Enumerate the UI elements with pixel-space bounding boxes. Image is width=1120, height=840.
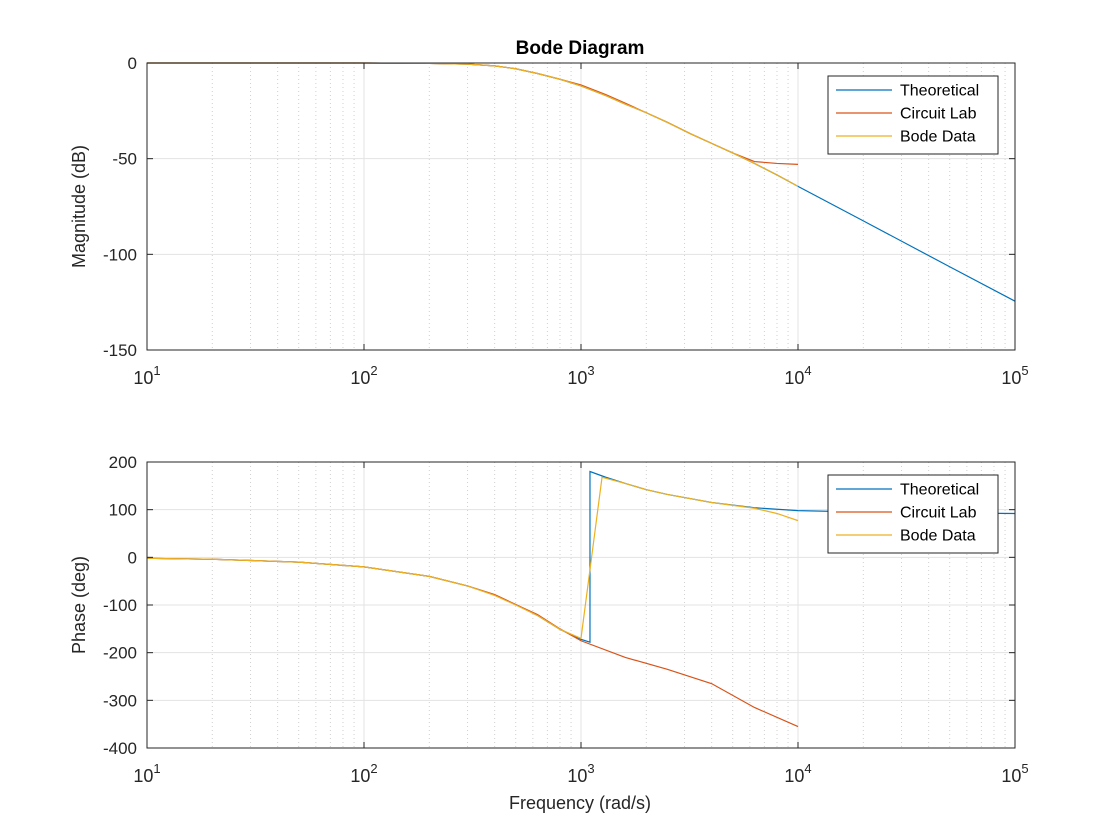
legend-entry: Circuit Lab bbox=[900, 106, 977, 123]
series-line-bode-data bbox=[147, 62, 799, 187]
y-tick-label: -100 bbox=[103, 245, 137, 264]
legend-entry: Circuit Lab bbox=[900, 505, 977, 522]
legend-entry: Theoretical bbox=[900, 482, 979, 499]
y-tick-label: -200 bbox=[103, 644, 137, 663]
figure-title: Bode Diagram bbox=[516, 38, 645, 59]
x-tick-label: 103 bbox=[567, 761, 594, 786]
y-tick-label: 200 bbox=[109, 453, 137, 472]
magnitude-plot: 0 -50 -100 -150 101 102 103 104 105 Magnitude (dB… bbox=[69, 54, 1029, 388]
x-tick-label: 105 bbox=[1001, 761, 1028, 786]
y-axis-label: Magnitude (dB) bbox=[69, 145, 89, 268]
legend: Theoretical Circuit Lab Bode Data bbox=[827, 474, 999, 554]
y-tick-label: 0 bbox=[128, 54, 137, 73]
y-tick-label: 100 bbox=[109, 501, 137, 520]
legend-entry: Bode Data bbox=[900, 528, 976, 545]
y-tick-label: -400 bbox=[103, 739, 137, 758]
y-tick-label: 0 bbox=[128, 548, 137, 567]
x-tick-label: 101 bbox=[133, 363, 160, 388]
x-tick-label: 103 bbox=[567, 363, 594, 388]
y-tick-label: -150 bbox=[103, 341, 137, 360]
x-tick-label: 102 bbox=[350, 363, 377, 388]
y-tick-label: -50 bbox=[112, 150, 137, 169]
legend: Theoretical Circuit Lab Bode Data bbox=[827, 75, 999, 155]
series-line-bode-data bbox=[146, 476, 799, 640]
x-tick-label: 104 bbox=[784, 761, 811, 786]
x-tick-label: 104 bbox=[784, 363, 811, 388]
x-tick-label: 105 bbox=[1001, 363, 1028, 388]
y-axis-label: Phase (deg) bbox=[69, 556, 89, 654]
y-tick-label: -100 bbox=[103, 596, 137, 615]
phase-plot: 200 100 0 -100 -200 -300 -400 101 102 103 104 105 Ph… bbox=[69, 453, 1029, 786]
x-tick-label: 101 bbox=[133, 761, 160, 786]
y-tick-label: -300 bbox=[103, 691, 137, 710]
legend-entry: Bode Data bbox=[900, 129, 976, 146]
x-axis-label: Frequency (rad/s) bbox=[509, 793, 651, 813]
legend-entry: Theoretical bbox=[900, 83, 979, 100]
x-tick-label: 102 bbox=[350, 761, 377, 786]
